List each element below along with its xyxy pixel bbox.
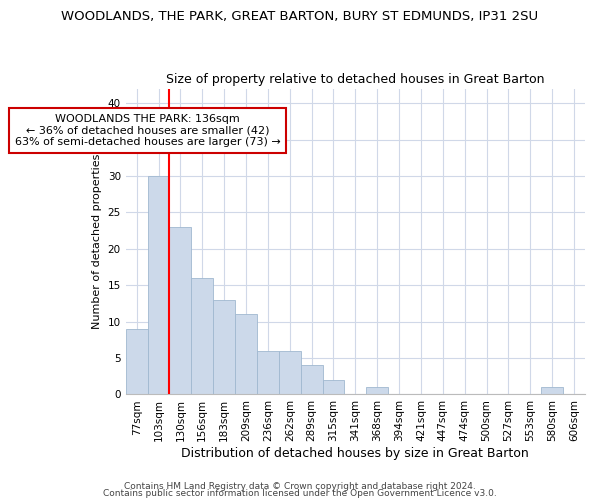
- Text: Contains HM Land Registry data © Crown copyright and database right 2024.: Contains HM Land Registry data © Crown c…: [124, 482, 476, 491]
- Bar: [541, 387, 563, 394]
- Bar: [367, 387, 388, 394]
- Bar: [148, 176, 169, 394]
- Bar: [279, 351, 301, 395]
- Bar: [301, 366, 323, 394]
- Y-axis label: Number of detached properties: Number of detached properties: [92, 154, 102, 329]
- Bar: [235, 314, 257, 394]
- X-axis label: Distribution of detached houses by size in Great Barton: Distribution of detached houses by size …: [181, 447, 529, 460]
- Title: Size of property relative to detached houses in Great Barton: Size of property relative to detached ho…: [166, 73, 545, 86]
- Text: Contains public sector information licensed under the Open Government Licence v3: Contains public sector information licen…: [103, 488, 497, 498]
- Bar: [257, 351, 279, 395]
- Bar: [126, 329, 148, 394]
- Bar: [323, 380, 344, 394]
- Text: WOODLANDS THE PARK: 136sqm
← 36% of detached houses are smaller (42)
63% of semi: WOODLANDS THE PARK: 136sqm ← 36% of deta…: [15, 114, 280, 147]
- Bar: [191, 278, 213, 394]
- Text: WOODLANDS, THE PARK, GREAT BARTON, BURY ST EDMUNDS, IP31 2SU: WOODLANDS, THE PARK, GREAT BARTON, BURY …: [61, 10, 539, 23]
- Bar: [213, 300, 235, 394]
- Bar: [169, 227, 191, 394]
